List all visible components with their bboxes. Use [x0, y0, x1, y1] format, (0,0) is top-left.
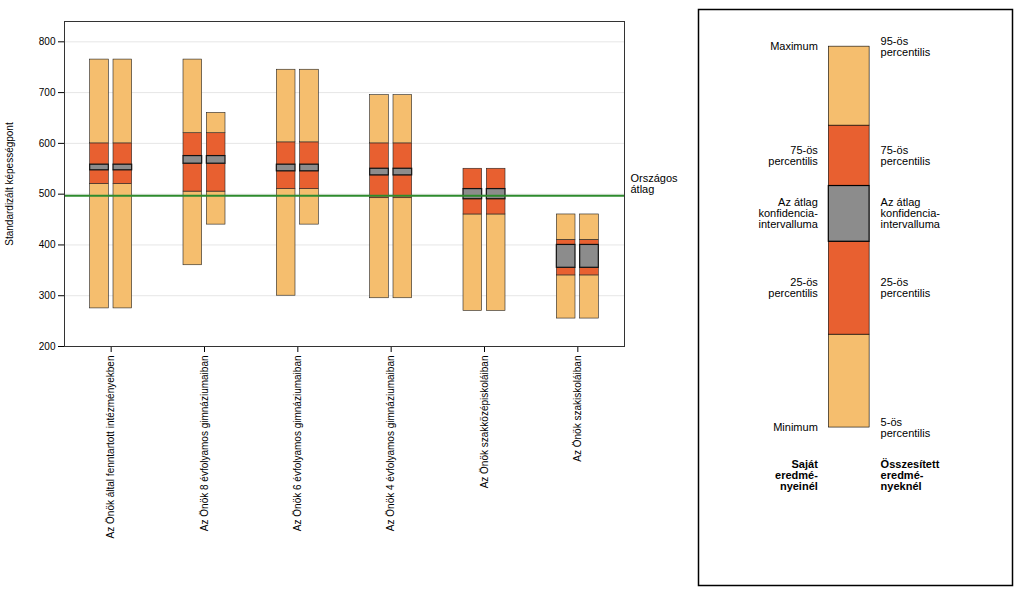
svg-text:Az Önök 6 évfolyamos gimnázium: Az Önök 6 évfolyamos gimnáziumaiban	[292, 356, 303, 532]
svg-text:Összesítetteredmé-nyeknél: Összesítetteredmé-nyeknél	[881, 458, 940, 492]
svg-text:Standardizált képességpont: Standardizált képességpont	[4, 122, 15, 246]
svg-text:300: 300	[39, 290, 56, 301]
svg-text:200: 200	[39, 341, 56, 352]
svg-text:25-öspercentilis: 25-öspercentilis	[881, 276, 931, 299]
svg-text:Az átlagkonfidencia-intervallu: Az átlagkonfidencia-intervalluma	[758, 196, 818, 230]
svg-text:Az Önök szakközépiskoláiban: Az Önök szakközépiskoláiban	[479, 356, 490, 489]
svg-text:95-öspercentilis: 95-öspercentilis	[881, 35, 931, 58]
svg-text:Az Önök szakiskoláiban: Az Önök szakiskoláiban	[572, 356, 583, 462]
svg-text:25-öspercentilis: 25-öspercentilis	[768, 276, 818, 299]
svg-text:800: 800	[39, 36, 56, 47]
svg-text:500: 500	[39, 188, 56, 199]
svg-text:Az átlagkonfidencia-intervallu: Az átlagkonfidencia-intervalluma	[881, 196, 941, 230]
svg-text:Sajáteredmé-nyeinél: Sajáteredmé-nyeinél	[775, 458, 818, 492]
svg-text:Minimum: Minimum	[773, 421, 818, 433]
svg-text:600: 600	[39, 138, 56, 149]
svg-text:Az Önök 4 évfolyamos gimnázium: Az Önök 4 évfolyamos gimnáziumaiban	[385, 356, 396, 532]
svg-text:Országosátlag: Országosátlag	[631, 172, 679, 195]
svg-text:400: 400	[39, 239, 56, 250]
svg-text:Maximum: Maximum	[770, 40, 818, 52]
svg-text:Az Önök által fenntartott inté: Az Önök által fenntartott intézményekben	[105, 356, 116, 539]
svg-text:75-öspercentilis: 75-öspercentilis	[768, 144, 818, 167]
svg-text:700: 700	[39, 87, 56, 98]
svg-text:75-öspercentilis: 75-öspercentilis	[881, 144, 931, 167]
svg-text:5-öspercentilis: 5-öspercentilis	[881, 416, 931, 439]
svg-text:Az Önök 8 évfolyamos gimnázium: Az Önök 8 évfolyamos gimnáziumaiban	[199, 356, 210, 532]
